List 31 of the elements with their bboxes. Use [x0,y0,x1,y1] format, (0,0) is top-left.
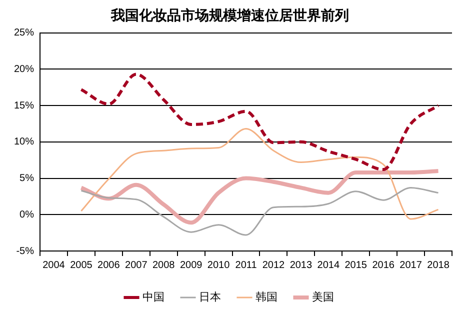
line-series [80,128,440,220]
x-tick-label: 2009 [180,260,203,271]
legend-label: 中国 [142,290,164,304]
x-tick-label: 2011 [235,260,258,271]
x-tick-label: 2014 [317,260,340,271]
y-tick-label: 20% [14,64,34,75]
x-tick-label: 2006 [98,260,120,271]
x-tick-label: 2007 [125,260,148,271]
x-tick-label: 2013 [290,260,312,271]
y-tick-label: 0% [20,209,34,220]
x-tick-label: 2005 [70,260,93,271]
y-tick-label: 10% [14,136,34,148]
line-series [80,186,440,236]
line-series [79,168,440,225]
legend-label: 美国 [312,290,334,304]
line-series [80,72,440,172]
chart-title: 我国化妆品市场规模增速位居世界前列 [110,7,349,24]
x-tick-label: 2004 [42,260,66,271]
x-tick-label: 2008 [152,260,176,271]
x-tick-label: 2010 [207,260,230,271]
legend-label: 韩国 [256,290,278,304]
x-tick-label: 2015 [344,260,368,271]
y-tick-label: -5% [16,246,34,257]
x-tick-label: 2012 [262,260,286,271]
y-tick-label: 5% [20,173,34,184]
legend-label: 日本 [199,290,221,304]
y-tick-label: 15% [14,100,34,112]
x-tick-label: 2017 [400,260,422,271]
y-tick-label: 25% [14,28,34,39]
x-tick-label: 2018 [427,260,450,271]
x-tick-label: 2016 [372,260,395,271]
